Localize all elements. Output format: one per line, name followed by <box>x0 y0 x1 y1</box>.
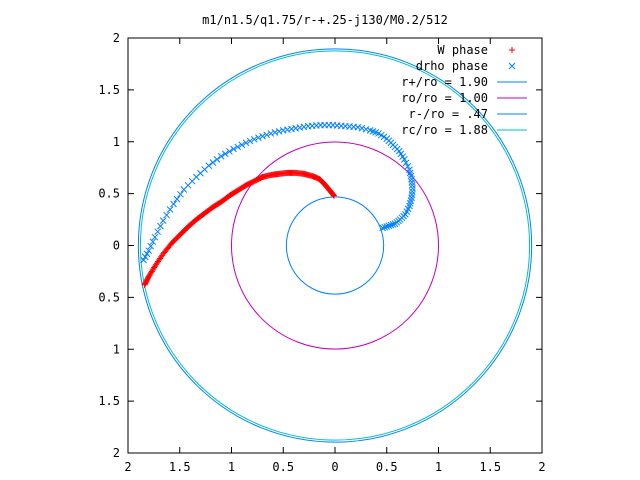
drho-phase-point <box>381 223 389 231</box>
drho-phase-point <box>259 132 266 140</box>
drho-phase-point <box>230 145 237 153</box>
drho-phase-point <box>271 129 279 136</box>
drho-phase-point <box>387 221 395 229</box>
drho-phase-point <box>159 217 167 224</box>
circle-0 <box>137 48 533 443</box>
drho-phase-point <box>141 253 149 261</box>
drho-phase-point <box>379 224 386 232</box>
legend-label: r-/ro = .47 <box>409 107 488 121</box>
drho-phase-point <box>404 162 412 170</box>
circle-1 <box>231 141 439 350</box>
drho-phase-point <box>213 156 221 163</box>
x-tick-label: 1 <box>228 460 235 474</box>
drho-phase-point <box>389 221 397 228</box>
drho-phase-point <box>383 223 391 230</box>
drho-phase-point <box>221 150 229 158</box>
drho-phase-point <box>151 233 159 241</box>
circle-2 <box>285 196 385 295</box>
legend-label: r+/ro = 1.90 <box>401 75 488 89</box>
drho-phase-point <box>385 222 393 230</box>
drho-phase-point <box>362 125 370 133</box>
x-tick-label: 2 <box>124 460 131 474</box>
drho-phase-point <box>242 139 250 147</box>
drho-phase-point <box>406 166 413 174</box>
drho-phase-point <box>279 126 287 134</box>
drho-phase-point <box>275 128 283 135</box>
drho-phase-point <box>154 228 162 236</box>
legend-label: W phase <box>437 43 488 57</box>
legend: W phase drho phase r+/ro = 1.90 ro/ro = 1.0… <box>401 43 527 137</box>
drho-phase-point <box>234 143 242 151</box>
x-tick-label: 0 <box>331 460 338 474</box>
drho-phase-point <box>173 195 181 203</box>
x-tick-label: 2 <box>538 460 545 474</box>
x-tick-label: 1.5 <box>479 460 501 474</box>
drho-phase-point <box>170 200 177 208</box>
w-phase-point <box>141 281 148 288</box>
drho-phase-point <box>145 247 153 255</box>
drho-phase-point <box>267 130 275 137</box>
drho-phase-point <box>140 256 147 264</box>
axis-ticks: 2 1.5 1 0.5 0 0.5 1 1.5 221.510.500.511.52 <box>98 31 545 474</box>
drho-phase-point <box>402 159 410 167</box>
y-tick-label: 0.5 <box>98 187 120 201</box>
w-phase-point <box>142 280 149 287</box>
x-tick-label: 0.5 <box>376 460 398 474</box>
y-tick-label: 1 <box>113 342 120 356</box>
drho-phase-point <box>358 124 366 132</box>
drho-phase-point <box>238 141 246 149</box>
y-tick-label: 1.5 <box>98 83 120 97</box>
drho-phase-point <box>366 126 374 134</box>
legend-label: rc/ro = 1.88 <box>401 123 488 137</box>
drho-phase-point <box>250 135 258 143</box>
drho-phase-point <box>166 206 174 213</box>
y-tick-label: 2 <box>113 31 120 45</box>
legend-label: ro/ro = 1.00 <box>401 91 488 105</box>
drho-phase-point <box>163 211 170 219</box>
drho-phase-point <box>180 186 188 193</box>
data-points <box>140 121 416 288</box>
x-tick-label: 1 <box>435 460 442 474</box>
y-tick-label: 1.5 <box>98 394 120 408</box>
drho-phase-point <box>143 250 151 258</box>
x-tick-label: 0.5 <box>272 460 294 474</box>
drho-phase-point <box>217 152 225 160</box>
drho-phase-point <box>226 148 233 155</box>
legend-marker <box>508 62 516 70</box>
drho-phase-point <box>149 238 157 246</box>
x-tick-label: 1.5 <box>169 460 191 474</box>
y-tick-label: 1 <box>113 135 120 149</box>
drho-phase-point <box>246 137 254 145</box>
drho-phase-point <box>263 131 271 139</box>
y-tick-label: 0.5 <box>98 290 120 304</box>
drho-phase-point <box>209 159 217 166</box>
circle-3 <box>139 50 531 441</box>
reference-circles <box>137 48 533 443</box>
legend-marker <box>509 47 515 53</box>
drho-phase-point <box>255 134 262 141</box>
y-tick-label: 0 <box>113 239 120 253</box>
legend-label: drho phase <box>416 59 488 73</box>
drho-phase-point <box>177 190 184 198</box>
chart-title: m1/n1.5/q1.75/r-+.25-j130/M0.2/512 <box>202 13 448 27</box>
drho-phase-point <box>147 242 155 250</box>
y-tick-label: 2 <box>113 446 120 460</box>
drho-phase-point <box>157 222 164 230</box>
